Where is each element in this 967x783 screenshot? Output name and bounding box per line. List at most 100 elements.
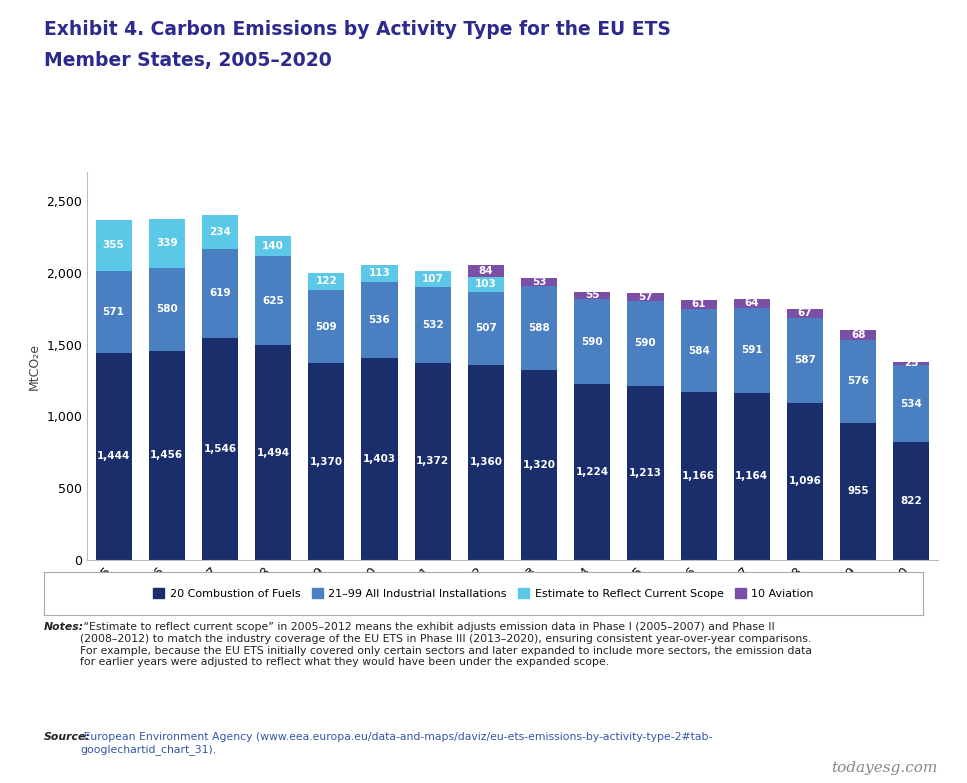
- Bar: [628, 301, 663, 386]
- Text: Notes:: Notes:: [44, 622, 83, 633]
- Text: 576: 576: [847, 377, 869, 387]
- Text: 625: 625: [262, 295, 284, 305]
- Text: 1,320: 1,320: [522, 460, 556, 470]
- Text: 1,403: 1,403: [363, 454, 396, 464]
- Bar: [894, 442, 929, 560]
- Text: 107: 107: [422, 274, 444, 284]
- Bar: [415, 271, 451, 287]
- Text: 339: 339: [156, 238, 178, 248]
- Text: 580: 580: [156, 305, 178, 314]
- Bar: [681, 309, 717, 392]
- Bar: [362, 265, 397, 282]
- Bar: [415, 287, 451, 363]
- Text: 536: 536: [368, 315, 391, 325]
- Bar: [96, 271, 132, 352]
- Bar: [96, 352, 132, 560]
- Text: 53: 53: [532, 277, 546, 287]
- Bar: [894, 362, 929, 365]
- Text: 532: 532: [422, 319, 444, 330]
- Text: 571: 571: [103, 307, 125, 316]
- Text: 1,494: 1,494: [256, 448, 290, 457]
- Bar: [894, 365, 929, 442]
- Text: 1,166: 1,166: [682, 471, 716, 482]
- Bar: [308, 272, 344, 290]
- Y-axis label: MtCO₂e: MtCO₂e: [28, 342, 41, 390]
- Bar: [787, 318, 823, 402]
- Bar: [255, 236, 291, 256]
- Bar: [255, 256, 291, 345]
- Bar: [202, 338, 238, 560]
- Text: 1,372: 1,372: [416, 456, 450, 467]
- Text: 1,224: 1,224: [575, 467, 609, 477]
- Text: 588: 588: [528, 323, 550, 333]
- Bar: [787, 309, 823, 318]
- Bar: [521, 370, 557, 560]
- Text: 57: 57: [638, 292, 653, 302]
- Bar: [574, 291, 610, 299]
- Text: Exhibit 4. Carbon Emissions by Activity Type for the EU ETS: Exhibit 4. Carbon Emissions by Activity …: [44, 20, 670, 38]
- Text: 1,164: 1,164: [735, 471, 769, 482]
- Text: 590: 590: [634, 338, 657, 348]
- Bar: [149, 219, 185, 268]
- Text: 234: 234: [209, 227, 231, 237]
- Text: Member States, 2005–2020: Member States, 2005–2020: [44, 51, 332, 70]
- Text: 25: 25: [904, 359, 919, 368]
- Bar: [734, 393, 770, 560]
- Text: 822: 822: [900, 496, 923, 506]
- Bar: [149, 351, 185, 560]
- Bar: [468, 292, 504, 365]
- Bar: [681, 392, 717, 560]
- Text: 67: 67: [798, 309, 812, 319]
- Text: 591: 591: [741, 345, 763, 355]
- Bar: [574, 384, 610, 560]
- Text: Source:: Source:: [44, 732, 90, 742]
- Text: 355: 355: [103, 240, 125, 250]
- Text: 955: 955: [847, 486, 869, 496]
- Bar: [734, 308, 770, 393]
- Text: 587: 587: [794, 355, 816, 366]
- Text: 509: 509: [315, 322, 337, 332]
- Bar: [308, 290, 344, 363]
- Text: 64: 64: [745, 298, 759, 309]
- Text: todayesg.com: todayesg.com: [832, 761, 938, 775]
- Text: 1,546: 1,546: [203, 444, 237, 454]
- Bar: [787, 402, 823, 560]
- Text: 507: 507: [475, 323, 497, 334]
- Text: 68: 68: [851, 330, 865, 340]
- Text: 1,096: 1,096: [789, 476, 821, 486]
- Bar: [468, 265, 504, 277]
- Text: 103: 103: [475, 280, 497, 290]
- Bar: [362, 282, 397, 359]
- Bar: [202, 215, 238, 249]
- Text: 584: 584: [688, 345, 710, 355]
- Bar: [628, 386, 663, 560]
- Text: 84: 84: [479, 266, 493, 276]
- Text: 122: 122: [315, 276, 337, 287]
- Bar: [362, 359, 397, 560]
- Bar: [415, 363, 451, 560]
- Text: “Estimate to reflect current scope” in 2005–2012 means the exhibit adjusts emiss: “Estimate to reflect current scope” in 2…: [80, 622, 812, 667]
- Text: 1,213: 1,213: [629, 467, 662, 478]
- Bar: [734, 299, 770, 308]
- Text: European Environment Agency (www.eea.europa.eu/data-and-maps/daviz/eu-ets-emissi: European Environment Agency (www.eea.eur…: [80, 732, 713, 755]
- Bar: [521, 286, 557, 370]
- Bar: [255, 345, 291, 560]
- Bar: [149, 268, 185, 351]
- Bar: [468, 365, 504, 560]
- Bar: [521, 278, 557, 286]
- Text: 1,444: 1,444: [97, 451, 131, 461]
- Text: 1,360: 1,360: [469, 457, 503, 467]
- Bar: [308, 363, 344, 560]
- Bar: [202, 249, 238, 338]
- Text: 113: 113: [368, 269, 391, 279]
- Bar: [840, 340, 876, 423]
- Bar: [681, 300, 717, 309]
- Bar: [840, 423, 876, 560]
- Text: 140: 140: [262, 240, 284, 251]
- Text: 590: 590: [581, 337, 603, 347]
- Text: 55: 55: [585, 290, 600, 301]
- Text: 1,456: 1,456: [150, 450, 184, 460]
- Bar: [628, 293, 663, 301]
- Legend: 20 Combustion of Fuels, 21–99 All Industrial Installations, Estimate to Reflect : 20 Combustion of Fuels, 21–99 All Indust…: [149, 583, 818, 603]
- Bar: [468, 277, 504, 292]
